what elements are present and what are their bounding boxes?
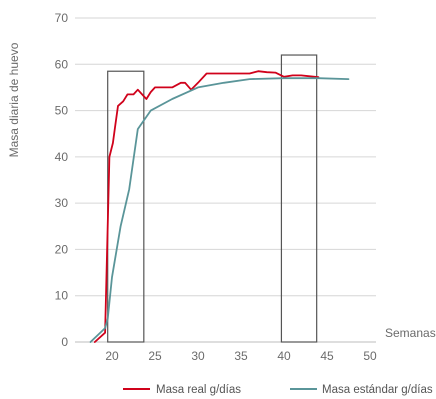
y-tick-label: 50 — [55, 104, 69, 118]
y-tick-label: 40 — [55, 150, 69, 164]
series-line-real — [93, 70, 320, 343]
series-lines — [89, 70, 350, 343]
legend: Masa real g/días Masa estándar g/días — [123, 384, 433, 396]
y-tick-label: 0 — [61, 335, 68, 349]
y-tick-label: 60 — [55, 57, 69, 71]
y-tick-labels: 0 10 20 30 40 50 60 70 — [55, 11, 69, 349]
y-axis-title: Masa diaria de huevo — [7, 42, 21, 157]
series-line-standard — [89, 77, 350, 343]
y-tick-label: 20 — [55, 242, 69, 256]
legend-label: Masa real g/días — [156, 384, 241, 396]
y-tick-label: 70 — [55, 11, 69, 25]
x-tick-label: 50 — [363, 349, 377, 363]
x-tick-label: 35 — [234, 349, 248, 363]
x-tick-label: 40 — [277, 349, 291, 363]
x-tick-label: 20 — [105, 349, 119, 363]
x-tick-label: 25 — [148, 349, 162, 363]
x-axis-title: Semanas — [385, 326, 436, 340]
highlight-boxes — [107, 54, 318, 343]
y-tick-label: 30 — [55, 196, 69, 210]
y-tick-label: 10 — [55, 289, 69, 303]
legend-label: Masa estándar g/días — [322, 384, 433, 396]
grid-lines — [75, 17, 376, 343]
x-tick-label: 30 — [191, 349, 205, 363]
x-tick-label: 45 — [320, 349, 334, 363]
highlight-box — [280, 54, 318, 343]
x-tick-labels: 20 25 30 35 40 45 50 — [105, 349, 377, 363]
